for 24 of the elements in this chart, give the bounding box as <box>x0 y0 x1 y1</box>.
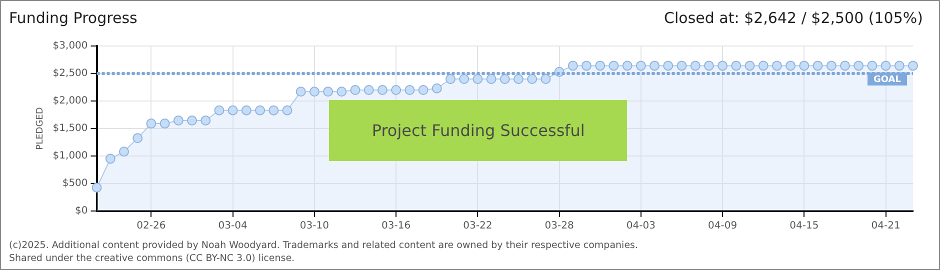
x-tick-label: 02-26 <box>136 220 166 232</box>
x-tick-label: 03-28 <box>544 220 574 232</box>
y-tick-label: $2,000 <box>52 96 88 107</box>
text: (c)2025. Additional content provided by Noah Woodyard. Trademarks and related content are owned by their respective companies. <box>9 240 638 251</box>
y-tick-label: $500 <box>62 178 88 190</box>
x-tick-label: 04-09 <box>708 220 738 232</box>
x-tick-label: 03-04 <box>218 220 248 232</box>
chart-title: Funding Progress <box>9 9 138 27</box>
x-tick-label: 03-10 <box>300 220 329 232</box>
y-tick-label: $1,500 <box>52 123 88 134</box>
x-tick-label: 04-21 <box>871 220 900 232</box>
y-tick-label: $1,000 <box>52 150 88 162</box>
text: Shared under the creative commons (CC BY-NC 3.0) license. <box>9 253 295 264</box>
y-axis-title: PLEDGED <box>36 107 46 150</box>
x-tick-label: 04-03 <box>626 220 656 232</box>
x-tick-label: 04-15 <box>790 220 819 232</box>
y-tick-label: $0 <box>75 206 88 217</box>
message-banner: Project Funding Successful <box>329 100 628 162</box>
x-tick-label: 03-16 <box>382 220 411 232</box>
y-tick-label: $3,000 <box>52 40 88 52</box>
y-tick-label: $2,500 <box>52 68 88 80</box>
ref-line-label: GOAL <box>874 74 902 85</box>
chart-subtitle: Closed at: $2,642 / $2,500 (105%) <box>664 9 923 27</box>
x-tick-label: 03-22 <box>463 220 492 232</box>
